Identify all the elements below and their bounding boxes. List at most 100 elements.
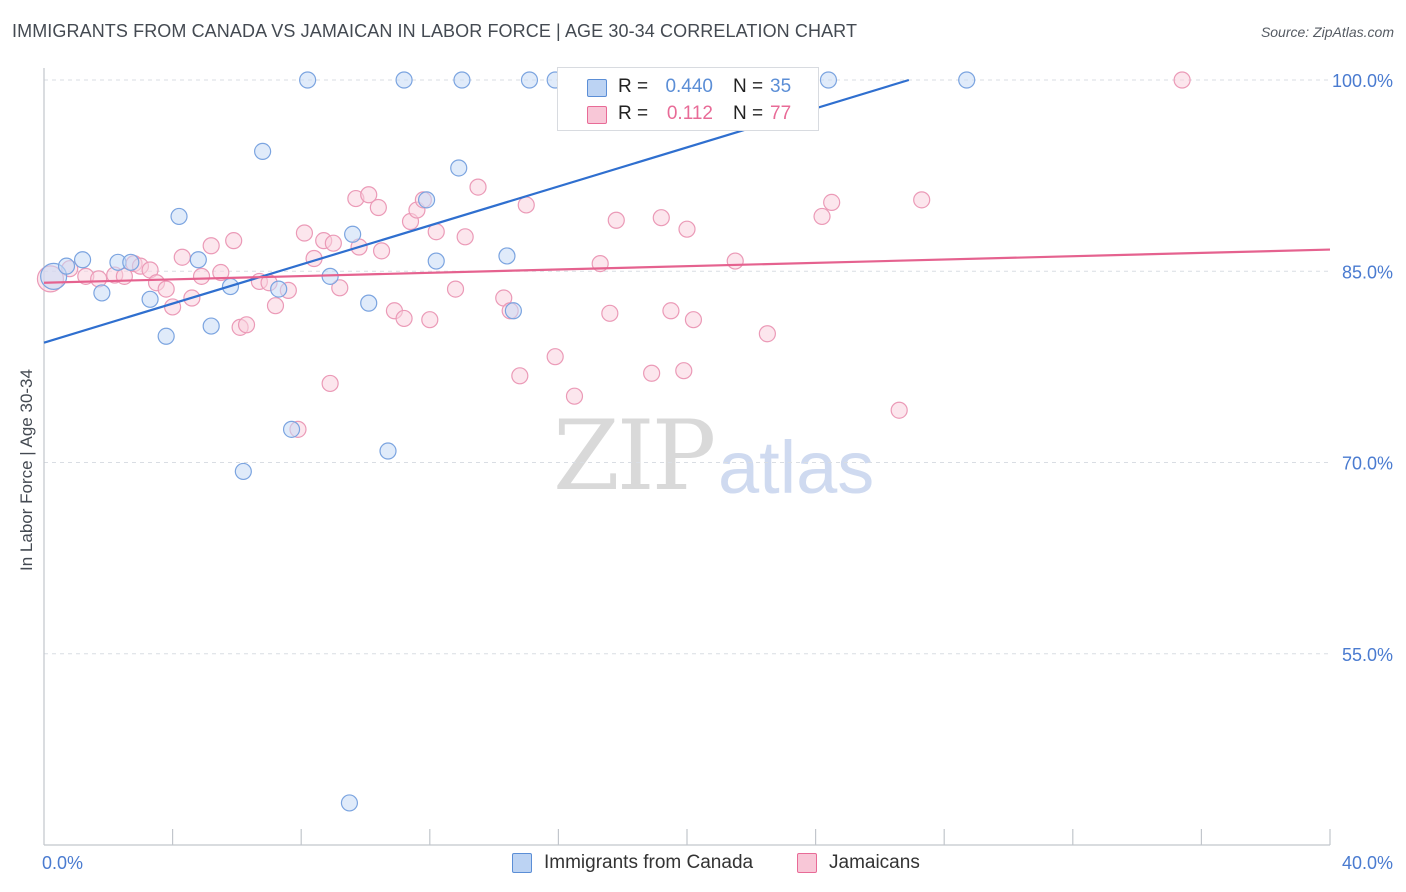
canada-point[interactable] <box>379 442 397 460</box>
legend-r-value-canada: 0.440 <box>665 76 713 97</box>
jamaicans-point[interactable] <box>1173 71 1191 89</box>
series-legend-jamaicans[interactable]: Jamaicans <box>797 852 920 874</box>
legend-row-canada: R = 0.440 N = 35 <box>558 74 818 100</box>
jamaicans-point[interactable] <box>813 207 831 226</box>
jamaicans-point[interactable] <box>324 234 342 252</box>
source-credit: Source: ZipAtlas.com <box>1260 24 1394 40</box>
jamaicans-point[interactable] <box>212 263 230 282</box>
jamaicans-point[interactable] <box>601 304 619 322</box>
canada-point[interactable] <box>73 251 92 269</box>
series-swatch-jamaicans <box>797 853 817 873</box>
canada-point[interactable] <box>427 252 445 270</box>
series-label-jamaicans: Jamaicans <box>829 852 920 873</box>
y-tick-label: 100.0% <box>1332 71 1393 91</box>
jamaicans-point[interactable] <box>360 186 378 204</box>
canada-point[interactable] <box>122 253 140 271</box>
jamaicans-point[interactable] <box>511 367 529 385</box>
canada-point[interactable] <box>958 71 976 89</box>
jamaicans-trend-line <box>43 248 1331 284</box>
jamaicans-point[interactable] <box>446 280 465 298</box>
canada-point[interactable] <box>234 462 252 481</box>
jamaicans-point[interactable] <box>192 267 211 285</box>
jamaicans-point[interactable] <box>662 302 680 320</box>
y-tick-label: 55.0% <box>1342 645 1393 665</box>
x-tick-label-max: 40.0% <box>1342 853 1393 873</box>
y-tick-label: 85.0% <box>1342 262 1393 282</box>
series-legend: Immigrants from Canada Jamaicans <box>0 852 1406 878</box>
jamaicans-point[interactable] <box>678 220 696 238</box>
jamaicans-point[interactable] <box>643 364 661 382</box>
jamaicans-point[interactable] <box>237 316 256 334</box>
canada-points <box>40 71 976 812</box>
legend-r-label: R = <box>618 76 649 97</box>
jamaicans-point[interactable] <box>157 280 175 298</box>
canada-point[interactable] <box>340 794 359 812</box>
canada-point[interactable] <box>360 294 378 312</box>
jamaicans-point[interactable] <box>684 311 703 329</box>
jamaicans-point[interactable] <box>331 279 349 297</box>
jamaicans-point[interactable] <box>823 193 841 211</box>
legend-n-value-canada: 35 <box>770 76 792 97</box>
x-ticks <box>172 829 1331 845</box>
jamaicans-point[interactable] <box>456 228 474 246</box>
series-swatch-canada <box>512 853 532 873</box>
legend-swatch-jamaicans <box>587 106 607 124</box>
x-tick-label-min: 0.0% <box>42 853 83 873</box>
canada-point[interactable] <box>498 247 516 265</box>
jamaicans-point[interactable] <box>173 248 191 266</box>
canada-point[interactable] <box>93 284 111 302</box>
canada-point[interactable] <box>282 420 301 438</box>
jamaicans-point[interactable] <box>758 325 776 343</box>
jamaicans-point[interactable] <box>90 270 108 288</box>
canada-point[interactable] <box>202 317 220 335</box>
jamaicans-point[interactable] <box>372 242 391 260</box>
canada-point[interactable] <box>504 302 522 320</box>
jamaicans-point[interactable] <box>607 211 625 229</box>
legend-n-label: N = <box>733 103 764 124</box>
jamaicans-point[interactable] <box>652 209 670 227</box>
canada-point[interactable] <box>417 191 436 209</box>
jamaicans-point[interactable] <box>395 309 413 328</box>
series-legend-canada[interactable]: Immigrants from Canada <box>512 852 753 874</box>
legend-r-label: R = <box>618 103 649 124</box>
canada-point[interactable] <box>819 71 838 89</box>
jamaicans-point[interactable] <box>321 374 339 393</box>
jamaicans-point[interactable] <box>565 387 584 405</box>
series-label-canada: Immigrants from Canada <box>544 852 754 873</box>
y-tick-label: 70.0% <box>1342 454 1393 474</box>
jamaicans-point[interactable] <box>266 297 285 315</box>
y-tick-labels: 55.0% 70.0% 85.0% 100.0% <box>1332 71 1393 665</box>
jamaicans-point[interactable] <box>546 348 564 366</box>
legend-n-label: N = <box>733 76 764 97</box>
axes <box>43 68 1330 846</box>
canada-point[interactable] <box>453 71 471 89</box>
jamaicans-point[interactable] <box>421 311 439 329</box>
canada-point[interactable] <box>170 207 188 226</box>
y-axis-label-text: In Labor Force | Age 30-34 <box>17 369 36 571</box>
canada-point[interactable] <box>157 327 175 345</box>
canada-point[interactable] <box>520 71 539 89</box>
jamaicans-point[interactable] <box>295 224 314 242</box>
canada-point[interactable] <box>299 71 317 89</box>
jamaicans-point[interactable] <box>202 237 220 255</box>
jamaicans-point[interactable] <box>469 178 487 196</box>
legend-swatch-canada <box>587 79 607 97</box>
canada-point[interactable] <box>344 225 362 243</box>
canada-point[interactable] <box>395 71 413 89</box>
canada-point[interactable] <box>141 290 159 308</box>
canada-point[interactable] <box>254 142 272 160</box>
canada-point[interactable] <box>270 280 288 298</box>
jamaicans-point[interactable] <box>913 191 931 209</box>
jamaicans-point[interactable] <box>517 196 535 214</box>
canada-point[interactable] <box>189 251 207 269</box>
canada-point[interactable] <box>57 257 76 275</box>
legend-n-value-jamaicans: 77 <box>770 103 792 124</box>
jamaicans-point[interactable] <box>369 198 387 217</box>
canada-point[interactable] <box>450 159 468 177</box>
jamaicans-point[interactable] <box>726 252 744 270</box>
jamaicans-point[interactable] <box>890 401 908 419</box>
legend-r-value-jamaicans: 0.112 <box>666 103 713 124</box>
jamaicans-point[interactable] <box>225 232 243 250</box>
jamaicans-point[interactable] <box>675 362 693 380</box>
